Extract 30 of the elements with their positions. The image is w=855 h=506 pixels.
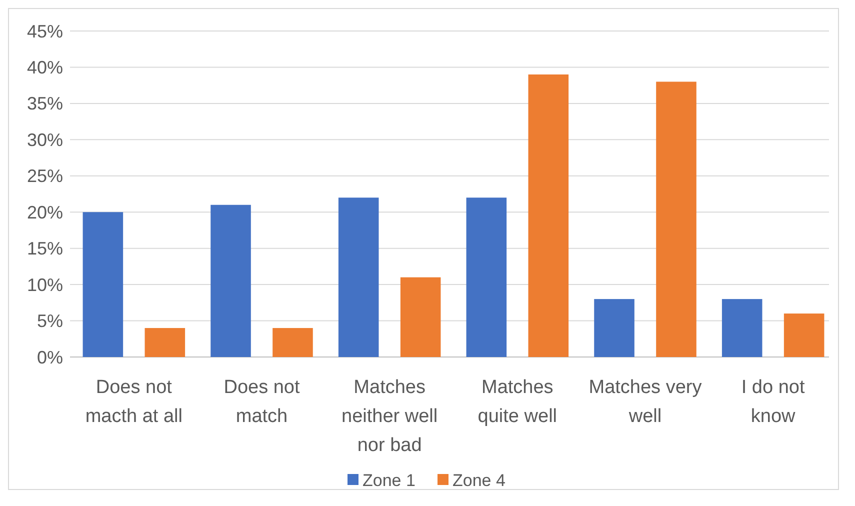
bar <box>656 82 696 357</box>
legend-label: Zone 4 <box>452 470 506 490</box>
x-tick-label: Does not macth at all <box>85 377 182 427</box>
bar <box>594 299 634 357</box>
y-tick-label: 0% <box>36 347 63 368</box>
bar <box>82 212 124 357</box>
y-tick-label: 10% <box>26 274 63 295</box>
bar <box>144 328 186 357</box>
legend-label: Zone 1 <box>362 470 416 490</box>
y-tick-label: 40% <box>26 58 63 78</box>
bar <box>338 198 379 357</box>
bar <box>466 198 507 357</box>
bar <box>722 299 762 357</box>
bar <box>210 204 251 357</box>
y-tick-label: 45% <box>26 21 63 42</box>
y-tick-label: 15% <box>26 238 63 259</box>
y-tick-label: 20% <box>26 202 63 222</box>
y-tick-label: 25% <box>26 166 63 186</box>
bar <box>784 314 824 357</box>
x-tick-label: Matches neither well nor bad <box>342 377 438 456</box>
y-tick-label: 30% <box>26 130 63 150</box>
x-tick-label: Does not match <box>224 377 300 427</box>
x-tick-label: Matches quite well <box>478 377 558 427</box>
x-tick-label: Matches very well <box>588 377 702 427</box>
y-tick-label: 35% <box>26 94 63 114</box>
y-tick-label: 5% <box>36 311 63 332</box>
x-tick-label: I do not know <box>741 377 806 427</box>
bar <box>272 328 313 357</box>
bar <box>400 277 441 357</box>
bar <box>528 74 569 357</box>
